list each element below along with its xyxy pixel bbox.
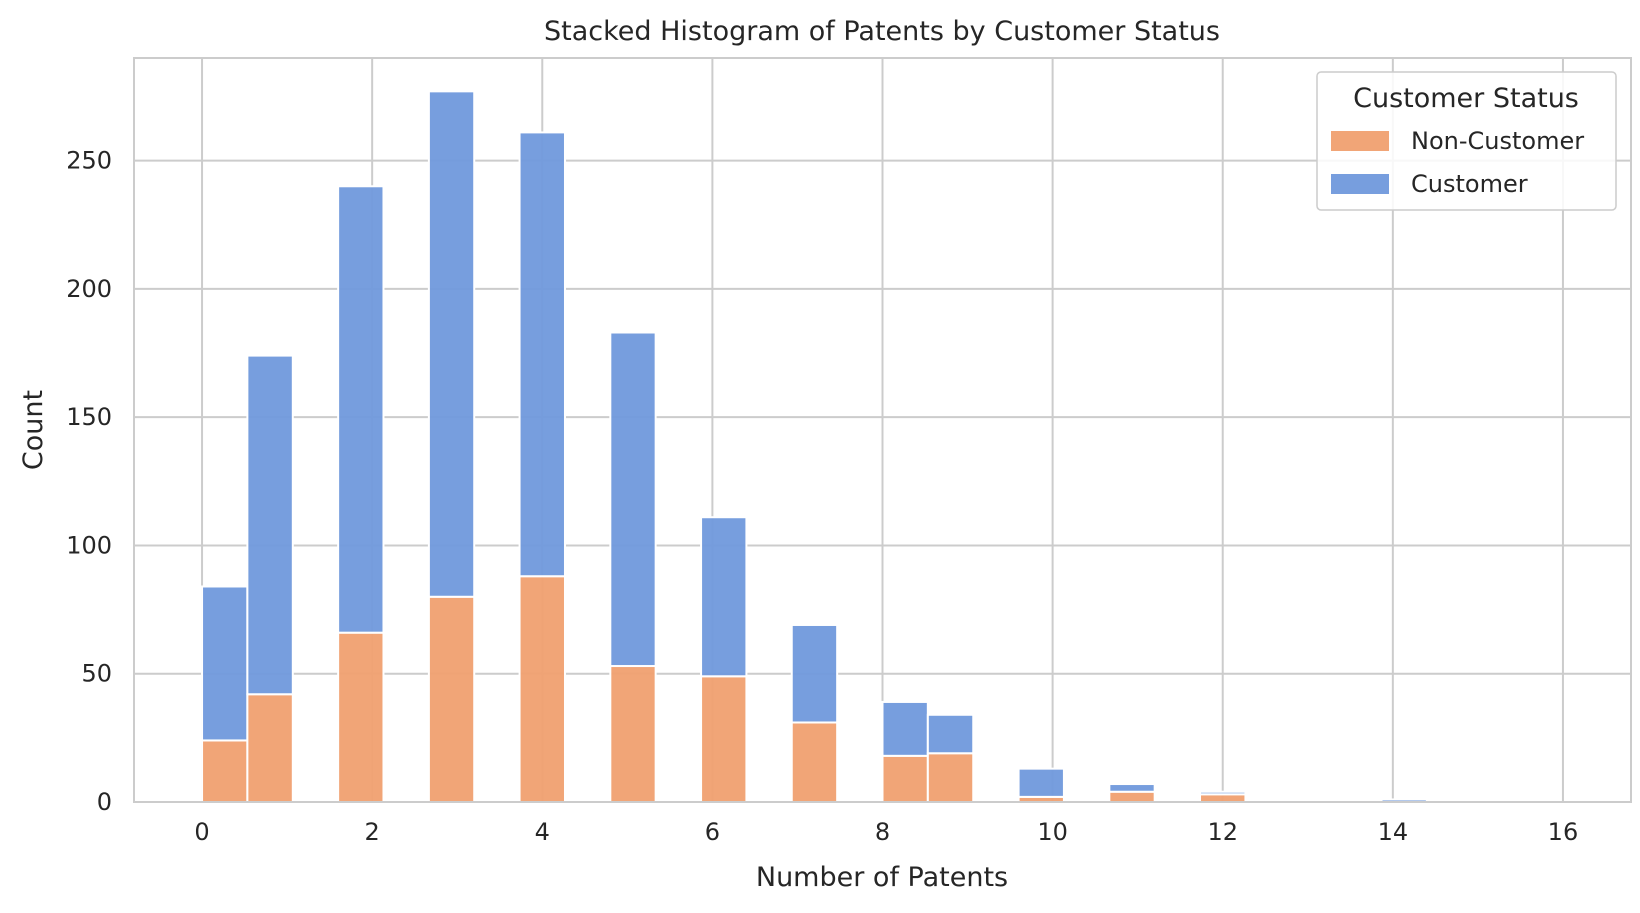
x-axis-label: Number of Patents (756, 862, 1008, 893)
y-tick-label: 50 (81, 660, 112, 688)
legend-label-non-customer: Non-Customer (1411, 127, 1584, 155)
bar-non-customer (427, 595, 476, 803)
bar-customer (337, 185, 385, 634)
x-tick-label: 4 (535, 818, 550, 846)
y-tick-label: 200 (66, 275, 112, 303)
x-tick-label: 10 (1037, 818, 1068, 846)
bar-customer (518, 131, 566, 578)
bar-non-customer (518, 575, 566, 804)
x-tick-label: 0 (194, 818, 209, 846)
bar-customer (700, 516, 748, 678)
bar-customer (427, 90, 476, 598)
bar-customer (1017, 767, 1065, 798)
x-tick-label: 16 (1548, 818, 1579, 846)
bar-customer (609, 331, 657, 668)
bar-non-customer (609, 665, 657, 803)
x-tick-labels: 0 2 4 6 8 10 12 14 16 (194, 818, 1578, 846)
x-tick-label: 6 (705, 818, 720, 846)
chart-title: Stacked Histogram of Patents by Customer… (544, 16, 1220, 47)
bar-customer (1108, 783, 1156, 793)
bar-customer (790, 623, 839, 724)
bars (201, 90, 1428, 804)
axes-frame (133, 57, 1632, 803)
bar-non-customer (246, 693, 294, 804)
y-tick-label: 0 (97, 788, 112, 816)
bar-non-customer (201, 739, 249, 804)
y-tick-label: 250 (66, 147, 112, 175)
bar-customer (881, 700, 929, 757)
bar-non-customer (1108, 790, 1156, 803)
bar-non-customer (881, 754, 929, 803)
bar-customer (926, 713, 975, 755)
y-axis-label: Count (18, 390, 49, 470)
x-tick-label: 8 (875, 818, 890, 846)
legend-box (1316, 71, 1617, 211)
legend-swatch-customer (1331, 174, 1389, 194)
y-tick-label: 150 (66, 403, 112, 431)
bar-non-customer (926, 752, 975, 804)
bar-non-customer (700, 675, 748, 804)
y-tick-label: 100 (66, 531, 112, 559)
y-tick-labels: 0 50 100 150 200 250 (66, 147, 112, 816)
bar-customer (201, 585, 249, 742)
bar-non-customer (1199, 793, 1247, 804)
x-tick-label: 2 (365, 818, 380, 846)
legend-swatch-non-customer (1331, 131, 1389, 151)
legend-title: Customer Status (1353, 83, 1579, 114)
x-tick-label: 14 (1378, 818, 1409, 846)
bar-customer (246, 354, 294, 696)
bar-customer (1199, 790, 1247, 796)
bar-non-customer (337, 631, 385, 803)
x-tick-label: 12 (1207, 818, 1238, 846)
legend-label-customer: Customer (1411, 170, 1528, 198)
legend: Customer Status Non-Customer Customer (1316, 71, 1617, 211)
bar-non-customer (790, 721, 839, 804)
